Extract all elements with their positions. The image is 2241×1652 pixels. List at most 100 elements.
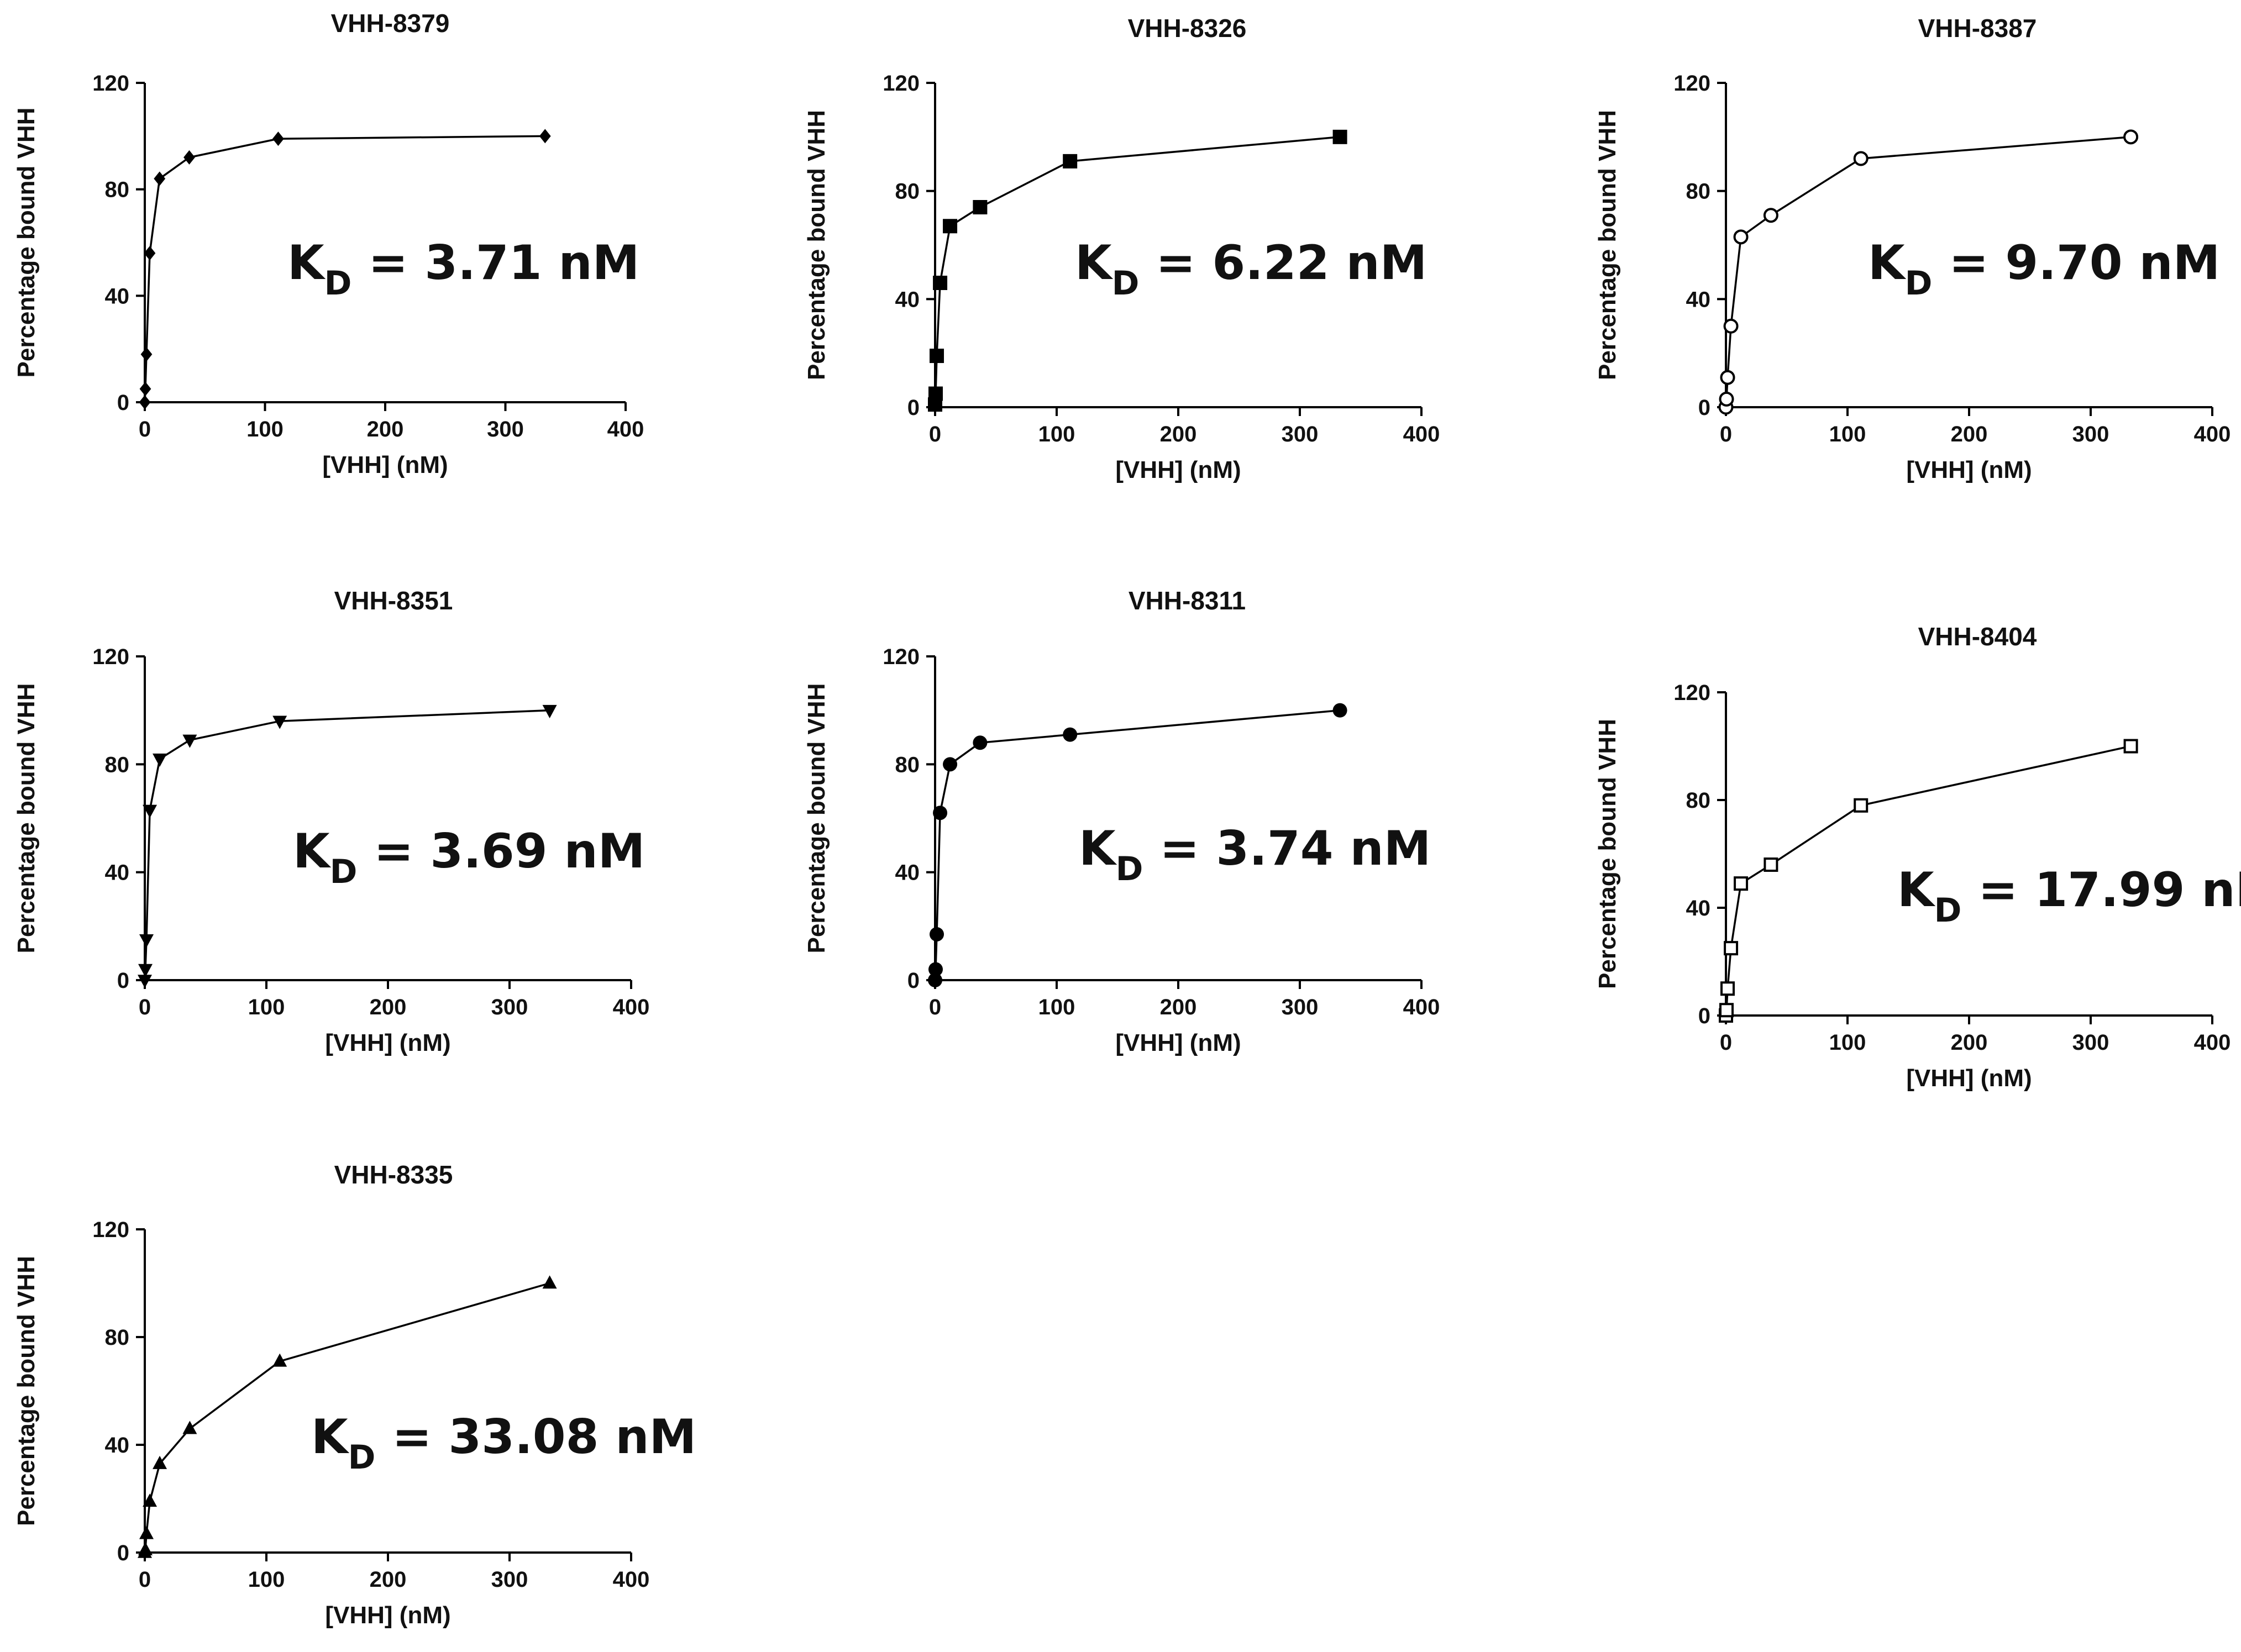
data-point <box>539 129 551 144</box>
y-axis-label: Percentage bound VHH <box>1594 110 1621 380</box>
y-tick-label: 80 <box>105 753 130 777</box>
x-tick-label: 100 <box>1038 422 1075 446</box>
x-tick-label: 0 <box>1720 422 1732 446</box>
data-point <box>1724 941 1739 956</box>
x-tick-label: 400 <box>607 417 644 441</box>
y-tick-label: 40 <box>105 861 130 885</box>
kd-annotation: KD = 6.22 nM <box>1075 235 1427 303</box>
data-point <box>1854 798 1869 813</box>
y-tick-label: 80 <box>1686 788 1711 813</box>
data-point <box>1719 1003 1734 1018</box>
data-point <box>933 806 948 820</box>
chart-panel: VHH-8311 0 40 80 120 0 100 200 300 400 [VHH] (nM) P… <box>803 586 1440 1056</box>
data-point <box>2123 129 2139 145</box>
x-tick-label: 100 <box>1829 1030 1866 1055</box>
y-tick-label: 0 <box>1698 396 1710 420</box>
y-tick-label: 40 <box>895 861 920 885</box>
y-tick-label: 120 <box>92 1218 129 1242</box>
kd-annotation: KD = 3.74 nM <box>1079 821 1431 888</box>
data-point <box>272 1353 287 1367</box>
data-point <box>928 973 942 987</box>
x-tick-label: 300 <box>491 995 528 1019</box>
y-tick-label: 0 <box>907 396 920 420</box>
y-tick-label: 0 <box>117 1541 129 1565</box>
y-tick-label: 40 <box>1686 287 1711 312</box>
x-tick-label: 200 <box>370 1567 407 1592</box>
y-tick-label: 120 <box>92 645 129 669</box>
x-tick-label: 400 <box>613 1567 650 1592</box>
data-point <box>183 150 195 165</box>
y-tick-label: 120 <box>1673 71 1710 96</box>
x-axis-label: [VHH] (nM) <box>1906 456 2032 483</box>
kd-annotation: KD = 17.99 nM <box>1897 862 2241 930</box>
x-tick-label: 100 <box>1829 422 1866 446</box>
x-tick-label: 0 <box>1720 1030 1732 1055</box>
y-tick-label: 0 <box>117 969 129 993</box>
data-point <box>138 964 153 977</box>
y-tick-label: 40 <box>1686 896 1711 920</box>
data-point <box>1720 981 1735 996</box>
y-axis-label: Percentage bound VHH <box>1594 719 1621 989</box>
x-tick-label: 300 <box>2072 422 2109 446</box>
x-tick-label: 300 <box>487 417 524 441</box>
y-tick-label: 80 <box>895 180 920 204</box>
chart-panel: VHH-8326 0 40 80 120 0 100 200 300 400 [VHH] (nM) P… <box>803 14 1440 483</box>
y-axis-label: Percentage bound VHH <box>13 683 40 954</box>
x-tick-label: 0 <box>139 995 151 1019</box>
y-tick-label: 40 <box>105 284 130 308</box>
x-tick-label: 400 <box>613 995 650 1019</box>
data-point <box>933 275 948 290</box>
data-point <box>943 219 958 234</box>
x-tick-label: 100 <box>248 1567 285 1592</box>
chart-panel: VHH-8351 0 40 80 120 0 100 200 300 400 [VHH] (nM) P… <box>13 586 649 1056</box>
data-point <box>1719 391 1734 407</box>
y-tick-label: 40 <box>895 287 920 312</box>
data-point <box>930 349 944 364</box>
x-axis-label: [VHH] (nM) <box>325 1602 450 1629</box>
y-tick-label: 80 <box>895 753 920 777</box>
y-tick-label: 120 <box>1673 681 1710 705</box>
x-tick-label: 400 <box>1403 995 1440 1019</box>
x-tick-label: 400 <box>1403 422 1440 446</box>
data-point <box>154 171 166 186</box>
data-point <box>930 927 944 941</box>
data-point <box>143 804 158 818</box>
data-point <box>140 347 153 362</box>
chart-title: VHH-8335 <box>334 1160 453 1189</box>
chart-panel: VHH-8404 0 40 80 120 0 100 200 300 400 [VHH] (nM) P… <box>1594 622 2241 1092</box>
x-axis-label: [VHH] (nM) <box>1906 1065 2032 1092</box>
data-point <box>1063 154 1078 169</box>
y-axis-label: Percentage bound VHH <box>13 1256 40 1526</box>
chart-panel: VHH-8387 0 40 80 120 0 100 200 300 400 [VHH] (nM) P… <box>1594 14 2230 483</box>
data-point <box>182 734 197 748</box>
data-point <box>928 962 943 977</box>
data-point <box>2123 739 2138 754</box>
data-point <box>139 1525 154 1539</box>
data-point <box>272 715 287 729</box>
kd-annotation: KD = 9.70 nM <box>1868 235 2220 303</box>
data-point <box>1734 876 1749 891</box>
x-axis-label: [VHH] (nM) <box>1115 1029 1241 1056</box>
data-point <box>139 934 154 948</box>
x-axis-label: [VHH] (nM) <box>1115 456 1241 483</box>
x-tick-label: 0 <box>929 422 941 446</box>
data-point <box>143 1493 158 1507</box>
data-point <box>153 753 167 767</box>
y-tick-label: 40 <box>105 1433 130 1458</box>
kd-annotation: KD = 3.71 nM <box>287 235 639 303</box>
data-point <box>1764 857 1778 872</box>
data-point <box>1720 370 1735 385</box>
x-tick-label: 200 <box>370 995 407 1019</box>
y-axis-label: Percentage bound VHH <box>13 108 40 378</box>
x-tick-label: 200 <box>367 417 404 441</box>
data-point <box>139 395 151 409</box>
x-tick-label: 400 <box>2194 422 2231 446</box>
chart-title: VHH-8351 <box>334 586 453 615</box>
x-tick-label: 300 <box>2072 1030 2109 1055</box>
data-point <box>928 386 943 401</box>
x-tick-label: 300 <box>491 1567 528 1592</box>
x-tick-label: 100 <box>1038 995 1075 1019</box>
data-point <box>138 1541 153 1555</box>
x-tick-label: 200 <box>1160 995 1197 1019</box>
y-tick-label: 0 <box>907 969 920 993</box>
